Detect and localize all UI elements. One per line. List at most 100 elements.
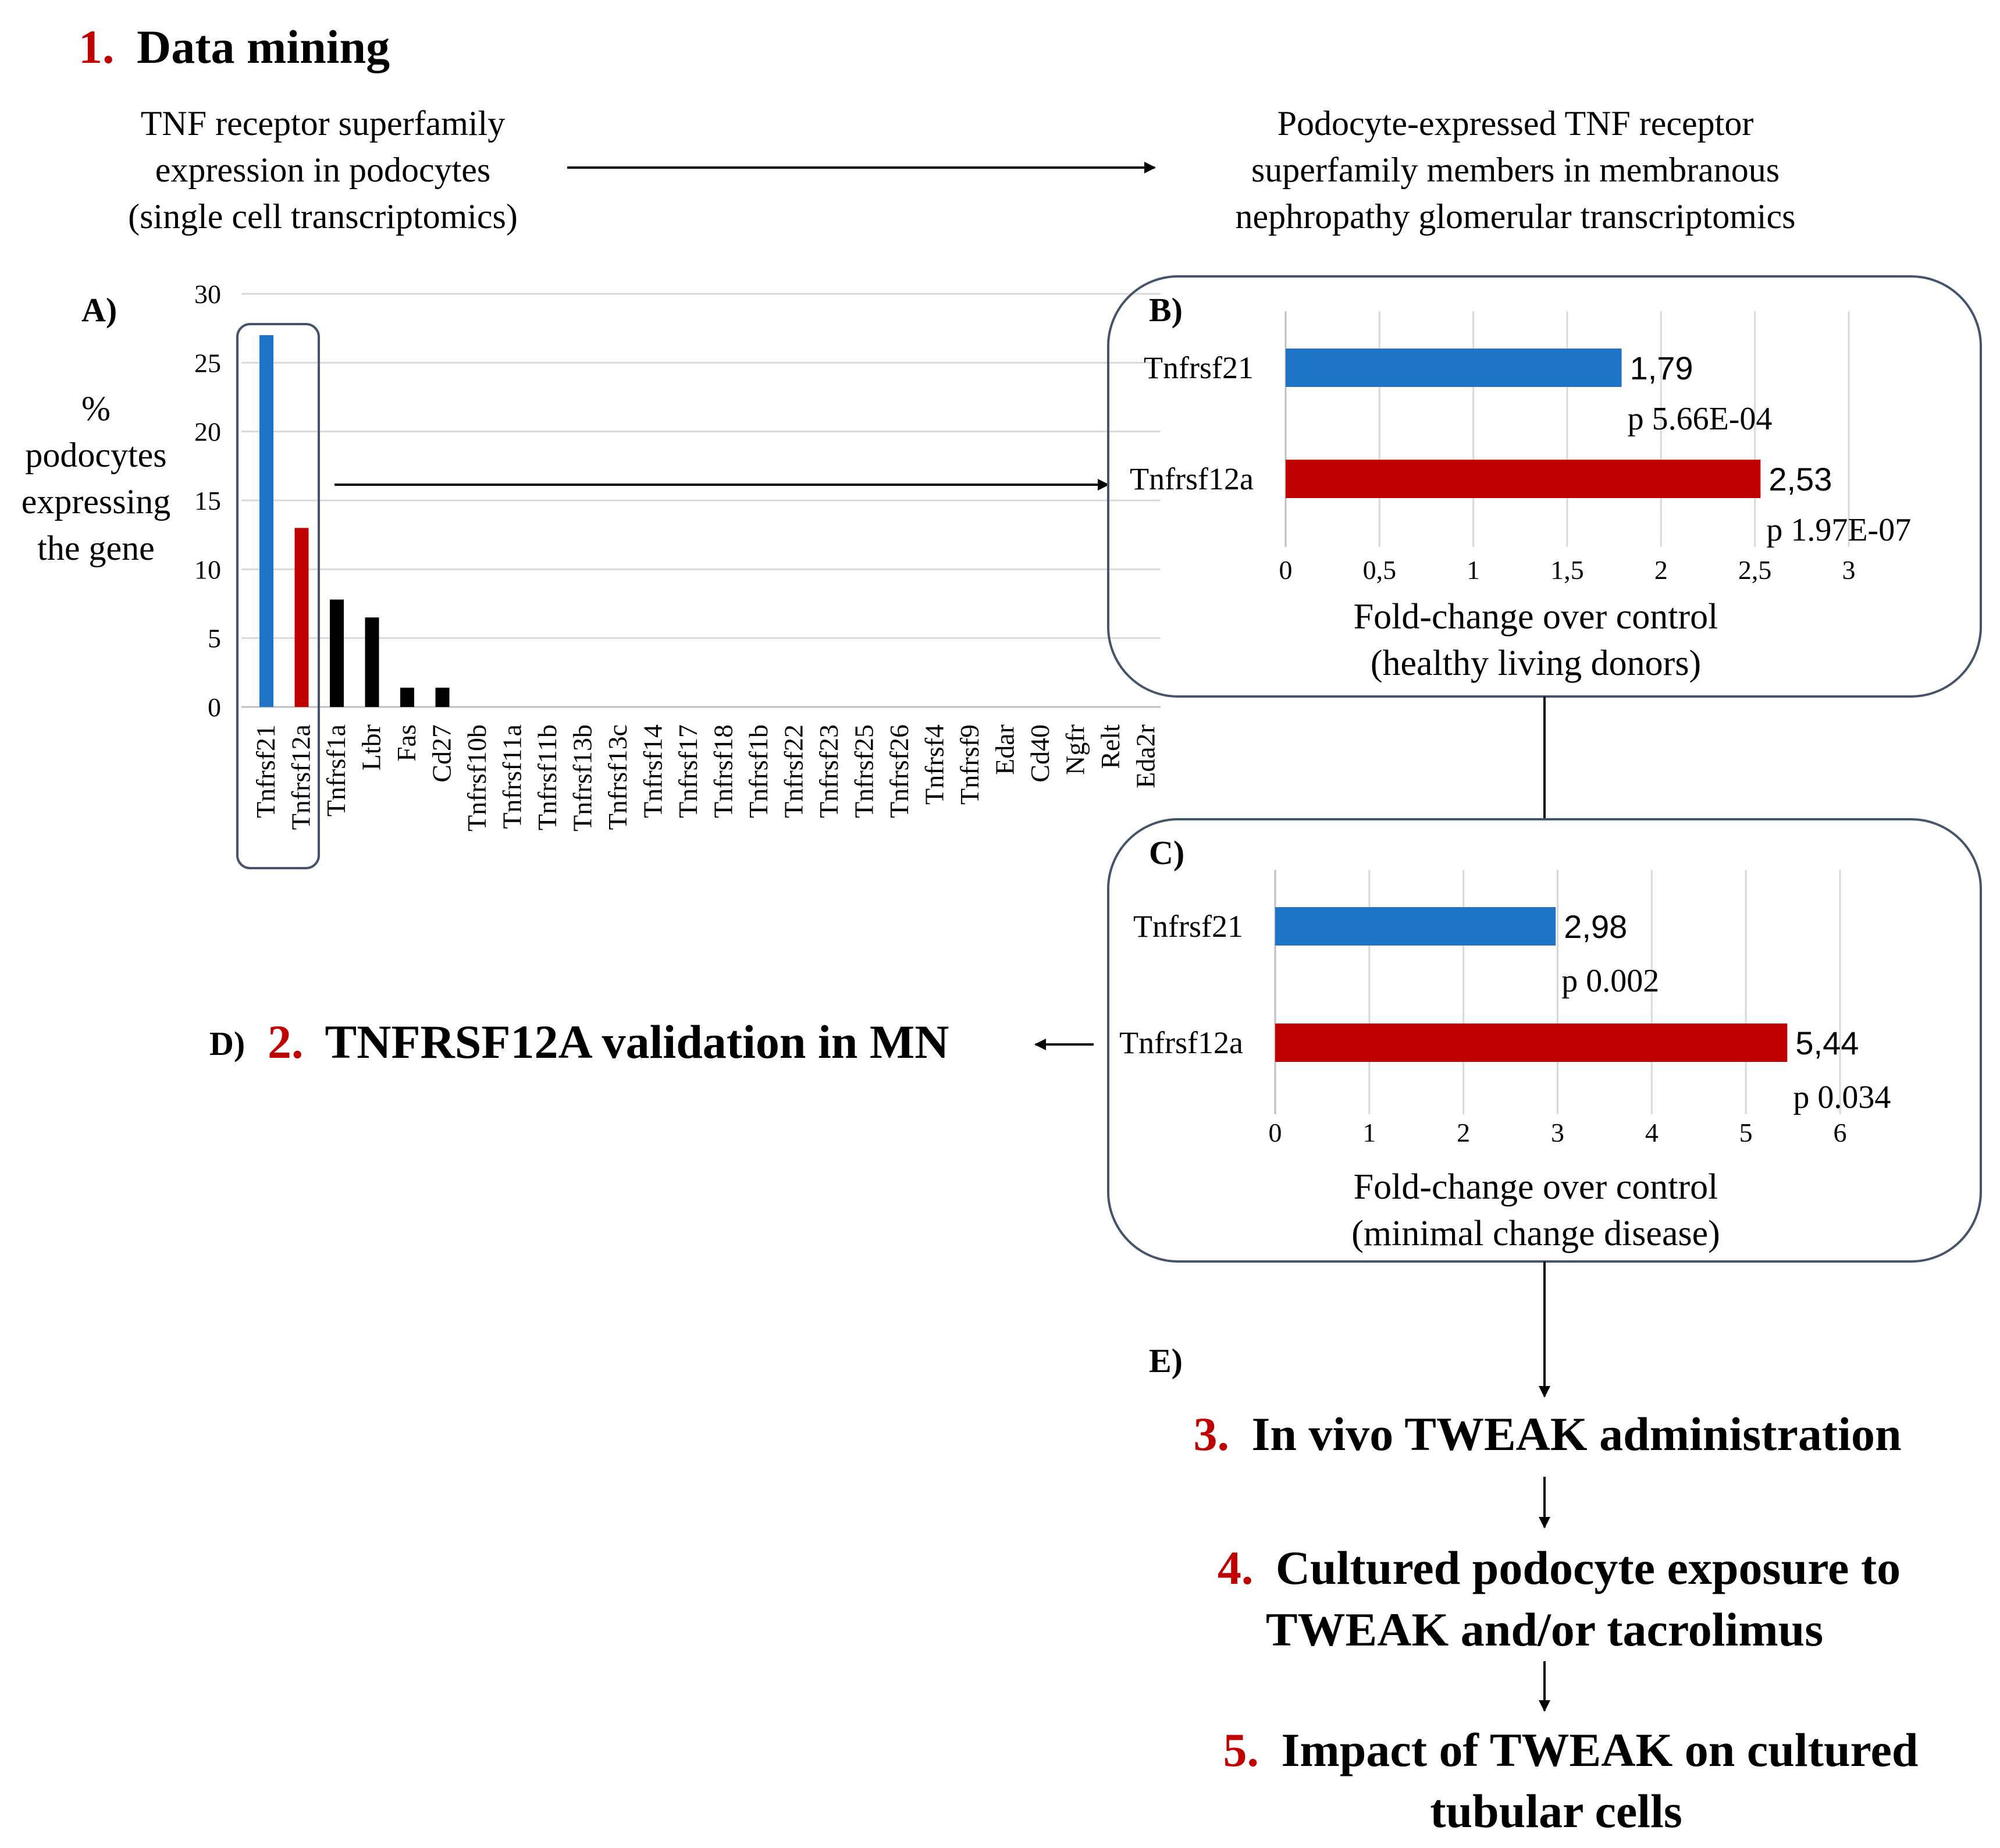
x-tick-label: Tnfrsf17 — [673, 724, 703, 818]
x-tick-label: 3 — [1842, 555, 1856, 585]
x-tick-label: 2 — [1457, 1118, 1470, 1147]
step3-number: 3. — [1193, 1408, 1229, 1460]
panel-d-label: D) — [209, 1025, 245, 1062]
step1-title: Data mining — [137, 20, 390, 73]
right-header: Podocyte-expressed TNF receptor superfam… — [1235, 104, 1795, 236]
x-tick-label: 0,5 — [1363, 555, 1397, 585]
highlight-box — [236, 323, 320, 869]
step5-number: 5. — [1223, 1723, 1259, 1776]
value-label: 2,98 — [1564, 908, 1627, 945]
left-header-line: (single cell transcriptomics) — [128, 197, 518, 236]
category-label: Tnfrsf21 — [1133, 909, 1243, 944]
y-tick-label: 10 — [194, 555, 221, 584]
y-tick-label: 0 — [208, 692, 221, 722]
x-tick-label: 0 — [1279, 555, 1293, 585]
bar — [294, 528, 309, 707]
bar — [365, 617, 379, 707]
step2-title: TNFRSF12A validation in MN — [325, 1015, 949, 1068]
x-tick-label: 2 — [1654, 555, 1668, 585]
step1-number: 1. — [79, 20, 115, 73]
panel-c-xlabel-line: Fold-change over control — [1354, 1167, 1718, 1207]
x-tick-label: Tnfrsf4 — [920, 724, 949, 805]
x-tick-label: Tnfrsf1b — [743, 724, 773, 818]
step1-heading: 1. Data mining — [79, 20, 390, 73]
panel-c-label: C) — [1149, 834, 1184, 872]
x-tick-label: Tnfrsf18 — [709, 724, 738, 818]
panel-d-heading: 2. TNFRSF12A validation in MN — [268, 1015, 949, 1068]
left-header: TNF receptor superfamily expression in p… — [128, 104, 518, 236]
y-tick-label: 15 — [194, 486, 221, 516]
x-tick-label: 1 — [1467, 555, 1480, 585]
p-value-label: p 0.034 — [1793, 1079, 1891, 1115]
category-label: Tnfrsf21 — [1144, 350, 1254, 385]
x-tick-label: Tnfrsf11b — [532, 724, 562, 830]
x-tick-label: Tnfrsf13c — [603, 724, 632, 830]
x-tick-label: Tnfrsf26 — [884, 724, 914, 818]
x-tick-label: 1 — [1362, 1118, 1376, 1147]
p-value-label: p 0.002 — [1561, 963, 1659, 999]
x-tick-label: 6 — [1834, 1118, 1847, 1147]
x-tick-label: Tnfrsf23 — [814, 724, 844, 818]
x-tick-label: Eda2r — [1131, 724, 1161, 788]
y-tick-label: 5 — [208, 624, 221, 653]
step5-title-line1: Impact of TWEAK on cultured — [1282, 1723, 1919, 1776]
chart-a: 0 5 10 15 20 25 30 Tnfrsf21 Tnfrsf12a Tnfrsf1a Ltb… — [194, 279, 1161, 831]
x-tick-label: Cd27 — [427, 724, 457, 783]
bar — [330, 599, 344, 707]
x-tick-label: Tnfrsf21 — [251, 724, 280, 818]
x-tick-label: Tnfrsf12a — [286, 724, 316, 830]
y-tick-label: 30 — [194, 279, 221, 309]
panel-e-label: E) — [1149, 1342, 1183, 1380]
bar — [259, 335, 273, 707]
x-tick-label: 3 — [1551, 1118, 1564, 1147]
x-tick-label: Tnfrsf10b — [462, 724, 492, 831]
panel-a-label: A) — [81, 291, 117, 329]
bar — [400, 687, 414, 707]
x-tick-label: 5 — [1739, 1118, 1753, 1147]
chart-c: 0 1 2 3 4 5 6 Tnfrsf21 2,98 p 0.002 Tnfrsf12a 5,44 p… — [1119, 870, 1891, 1147]
bar — [1286, 349, 1622, 387]
x-tick-label: Tnfrsf11a — [497, 724, 527, 829]
panel-c-xlabel-line: (minimal change disease) — [1351, 1214, 1720, 1253]
x-tick-label: Ltbr — [357, 724, 386, 770]
step5-heading: 5. Impact of TWEAK on cultured — [1223, 1723, 1919, 1776]
x-tick-label: Tnfrsf13b — [568, 724, 597, 831]
category-label: Tnfrsf12a — [1119, 1025, 1243, 1060]
x-tick-label: Tnfrsf1a — [321, 724, 351, 816]
step4-heading: 4. Cultured podocyte exposure to — [1218, 1541, 1901, 1594]
step4-title-line1: Cultured podocyte exposure to — [1276, 1541, 1901, 1594]
y-tick-label: 20 — [194, 417, 221, 447]
x-tick-label: 4 — [1645, 1118, 1659, 1147]
x-tick-label: Tnfrsf9 — [955, 724, 984, 805]
step4-title-line2: TWEAK and/or tacrolimus — [1266, 1603, 1823, 1656]
panel-a-ylabel-line: expressing — [22, 482, 171, 521]
panel-a-ylabel-line: the gene — [37, 529, 155, 567]
x-tick-label: Ngfr — [1061, 724, 1090, 775]
y-tick-label: 25 — [194, 348, 221, 378]
panel-b-xlabel-line: (healthy living donors) — [1371, 644, 1701, 683]
bar — [1275, 907, 1556, 946]
panel-b-xlabel: Fold-change over control (healthy living… — [1354, 597, 1718, 683]
step5-title-line2: tubular cells — [1430, 1785, 1682, 1838]
bar — [435, 687, 450, 707]
panel-b-xlabel-line: Fold-change over control — [1354, 597, 1718, 637]
bar — [1275, 1023, 1788, 1062]
panel-a-ylabel-line: podocytes — [25, 436, 166, 474]
right-header-line: nephropathy glomerular transcriptomics — [1235, 197, 1795, 236]
x-tick-label: Fas — [392, 724, 421, 762]
x-tick-label: 0 — [1269, 1118, 1282, 1147]
right-header-line: superfamily members in membranous — [1251, 151, 1780, 189]
step4-number: 4. — [1218, 1541, 1254, 1594]
p-value-label: p 1.97E-07 — [1766, 512, 1911, 548]
value-label: 5,44 — [1795, 1025, 1859, 1061]
panel-a-ylabel-line: % — [81, 389, 111, 428]
x-tick-label: Tnfrsf22 — [779, 724, 809, 818]
p-value-label: p 5.66E-04 — [1628, 401, 1773, 437]
value-label: 2,53 — [1768, 461, 1832, 497]
panel-c-xlabel: Fold-change over control (minimal change… — [1351, 1167, 1720, 1253]
right-header-line: Podocyte-expressed TNF receptor — [1277, 104, 1754, 143]
bar — [1286, 460, 1761, 498]
x-tick-label: Relt — [1095, 724, 1125, 769]
x-tick-label: Tnfrsf25 — [849, 724, 879, 818]
